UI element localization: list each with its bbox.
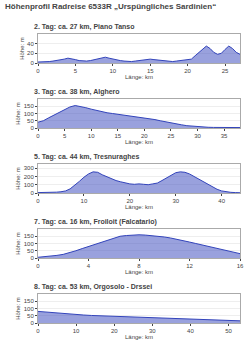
svg-text:30: 30 [172, 198, 179, 204]
svg-text:40: 40 [187, 328, 194, 334]
svg-text:10: 10 [73, 328, 80, 334]
svg-text:12: 12 [186, 263, 193, 269]
svg-text:5. Tag: ca. 44 km, Tresnuraghe: 5. Tag: ca. 44 km, Tresnuraghes [34, 153, 139, 161]
svg-text:16: 16 [237, 263, 244, 269]
svg-text:25: 25 [168, 133, 175, 139]
svg-text:20: 20 [126, 198, 133, 204]
svg-text:Höhe: m: Höhe: m [15, 167, 21, 190]
svg-text:30: 30 [149, 328, 156, 334]
svg-text:0: 0 [30, 60, 34, 66]
svg-text:100: 100 [24, 241, 35, 247]
svg-text:Länge: km: Länge: km [125, 334, 153, 340]
svg-text:40: 40 [218, 198, 225, 204]
svg-text:0: 0 [36, 263, 40, 269]
svg-text:0: 0 [30, 320, 34, 326]
svg-text:Höhenprofil Radreise 6533R „Ur: Höhenprofil Radreise 6533R „Urspüngliche… [5, 2, 216, 11]
svg-text:200: 200 [24, 174, 35, 180]
svg-text:8: 8 [137, 263, 141, 269]
svg-text:40: 40 [27, 41, 34, 47]
svg-text:Höhe: m: Höhe: m [15, 297, 21, 320]
svg-text:20: 20 [111, 328, 118, 334]
svg-text:0: 0 [30, 255, 34, 261]
svg-text:100: 100 [24, 111, 35, 117]
svg-text:10: 10 [88, 133, 95, 139]
svg-text:300: 300 [24, 165, 35, 171]
svg-text:150: 150 [24, 233, 35, 239]
svg-text:35: 35 [221, 133, 228, 139]
svg-text:8. Tag: ca. 53 km, Orgosolo -: 8. Tag: ca. 53 km, Orgosolo - Drssei [34, 283, 152, 291]
svg-text:7. Tag: ca. 16 km, Froiloit (F: 7. Tag: ca. 16 km, Froiloit (Falcatario) [34, 218, 157, 226]
svg-text:Länge: km: Länge: km [125, 204, 153, 210]
svg-text:5: 5 [74, 68, 78, 74]
svg-text:Höhe: m: Höhe: m [15, 232, 21, 255]
svg-text:15: 15 [114, 133, 121, 139]
svg-text:Länge: km: Länge: km [125, 139, 153, 145]
svg-text:20: 20 [184, 68, 191, 74]
svg-text:0: 0 [36, 328, 40, 334]
svg-text:Länge: km: Länge: km [125, 269, 153, 275]
svg-text:10: 10 [109, 68, 116, 74]
svg-text:50: 50 [27, 248, 34, 254]
svg-text:0: 0 [30, 190, 34, 196]
svg-text:Höhe: m: Höhe: m [15, 102, 21, 125]
svg-text:15: 15 [147, 68, 154, 74]
svg-text:50: 50 [27, 118, 34, 124]
svg-text:100: 100 [24, 306, 35, 312]
svg-text:50: 50 [27, 313, 34, 319]
svg-text:50: 50 [225, 328, 232, 334]
svg-text:10: 10 [81, 198, 88, 204]
svg-text:20: 20 [27, 50, 34, 56]
svg-text:Länge: km: Länge: km [125, 74, 153, 80]
svg-text:150: 150 [24, 103, 35, 109]
svg-text:Höhe: m: Höhe: m [19, 37, 25, 60]
svg-text:20: 20 [141, 133, 148, 139]
svg-text:0: 0 [36, 198, 40, 204]
svg-text:0: 0 [36, 68, 40, 74]
svg-text:0: 0 [36, 133, 40, 139]
svg-text:100: 100 [24, 182, 35, 188]
svg-text:4: 4 [87, 263, 91, 269]
svg-text:30: 30 [194, 133, 201, 139]
svg-text:5: 5 [63, 133, 67, 139]
svg-text:0: 0 [30, 125, 34, 131]
svg-text:3. Tag: ca. 38 km, Alghero: 3. Tag: ca. 38 km, Alghero [34, 88, 120, 96]
svg-text:2. Tag: ca. 27 km, Piano Tanso: 2. Tag: ca. 27 km, Piano Tanso [34, 23, 135, 31]
svg-text:25: 25 [222, 68, 229, 74]
svg-text:150: 150 [24, 298, 35, 304]
